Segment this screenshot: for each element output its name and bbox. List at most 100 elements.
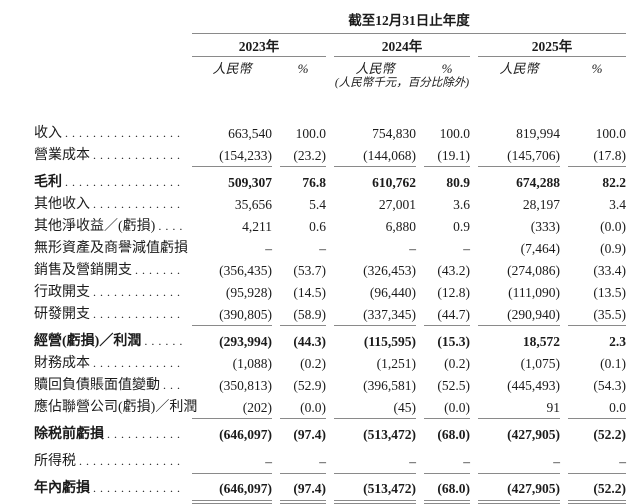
value-cell: (350,813) <box>219 377 272 393</box>
dot-leader <box>93 356 184 371</box>
value-cell: (111,090) <box>508 284 560 300</box>
row-label-cell: 其他淨收益／(虧損) <box>34 215 184 237</box>
value-cell: (44.3) <box>293 333 326 349</box>
value-cell: 754,830 <box>372 125 416 141</box>
dot-leader <box>144 334 184 349</box>
value-cell: 3.4 <box>609 196 627 212</box>
table-row: 其他收入 35,656 5.4 27,001 3.6 28,197 3.4 <box>34 193 626 215</box>
value-cell: 0.6 <box>309 218 326 234</box>
value-cell: (356,435) <box>219 262 272 278</box>
single-rule-row <box>34 166 627 171</box>
table-row: 除税前虧損 (646,097) (97.4) (513,472) (68.0) (427,… <box>34 423 626 445</box>
value-cell: (0.2) <box>444 355 470 371</box>
rule-segment <box>334 418 416 423</box>
value-cell: (58.9) <box>293 306 326 322</box>
table-body: 收入 663,540 100.0 754,830 100.0 819,994 100.0 營業… <box>34 122 627 504</box>
table-row: 應佔聯營公司(虧損)／利潤 (202) (0.0) (45) (0.0) 91 0.0 <box>34 396 626 418</box>
rule-segment <box>280 418 326 423</box>
row-label-cell: 應佔聯營公司(虧損)／利潤 <box>34 396 197 418</box>
rule-segment <box>280 472 326 478</box>
value-cell: (0.0) <box>300 399 326 415</box>
value-cell: – <box>463 240 470 256</box>
value-cell: – <box>463 454 470 469</box>
value-cell: 5.4 <box>309 196 326 212</box>
value-cell: 819,994 <box>516 125 560 141</box>
value-cell: – <box>265 240 272 256</box>
dot-leader <box>65 175 184 190</box>
row-label-cell: 所得税 <box>34 445 184 473</box>
rule-segment <box>424 472 470 478</box>
dot-leader <box>93 197 184 212</box>
dot-leader <box>135 263 184 278</box>
column-header-row: 人民幣 % 人民幣 % 人民幣 % <box>34 57 626 76</box>
rule-segment <box>192 166 272 171</box>
value-cell: – <box>265 454 272 469</box>
value-cell: 6,880 <box>385 218 416 234</box>
row-label-cell: 經營(虧損)／利潤 <box>34 330 184 352</box>
value-cell: 18,572 <box>522 333 560 349</box>
table-row: 其他淨收益／(虧損) 4,211 0.6 6,880 0.9 (333) (0.0) <box>34 215 626 237</box>
rule-segment <box>568 472 627 478</box>
row-label: 毛利 <box>34 174 62 190</box>
table-row: 所得税 – – – – – – <box>34 445 626 473</box>
value-cell: – <box>619 454 627 469</box>
row-label: 其他收入 <box>34 196 90 212</box>
value-cell: (144,068) <box>363 147 416 163</box>
row-label: 年內虧損 <box>34 481 90 496</box>
year-header-2023: 2023年 <box>192 34 326 57</box>
value-cell: (154,233) <box>219 147 272 163</box>
value-cell: (43.2) <box>437 262 470 278</box>
row-label-cell: 收入 <box>34 122 184 144</box>
value-cell: (17.8) <box>593 147 627 163</box>
rule-segment <box>334 472 416 478</box>
dot-leader <box>158 219 184 234</box>
value-cell: (0.0) <box>600 218 627 234</box>
rule-segment <box>192 418 272 423</box>
value-cell: 509,307 <box>228 174 272 190</box>
value-cell: (0.9) <box>600 240 627 256</box>
dot-leader <box>93 481 184 496</box>
value-cell: (333) <box>530 218 560 234</box>
dot-leader <box>93 307 184 322</box>
value-cell: (12.8) <box>437 284 470 300</box>
value-cell: (293,994) <box>219 333 272 349</box>
row-label: 研發開支 <box>34 306 90 322</box>
value-cell: (97.4) <box>293 481 326 496</box>
row-label: 經營(虧損)／利潤 <box>34 333 142 349</box>
value-cell: – <box>409 454 416 469</box>
row-label-cell: 贖回負債賬面值變動 <box>34 374 184 396</box>
percent-header-2024: % <box>441 61 453 76</box>
value-cell: (445,493) <box>507 377 560 393</box>
rule-spacer <box>34 500 184 504</box>
percent-header-2023: % <box>297 61 309 76</box>
single-rule-row <box>34 325 627 330</box>
value-cell: (33.4) <box>593 262 627 278</box>
table-row: 經營(虧損)／利潤 (293,994) (44.3) (115,595) (15.3) 1… <box>34 330 626 352</box>
single-rule-row <box>34 418 627 423</box>
table-row: 年內虧損 (646,097) (97.4) (513,472) (68.0) (427,9… <box>34 478 626 500</box>
rule-segment <box>334 325 416 330</box>
value-cell: (646,097) <box>219 481 272 496</box>
value-cell: (290,940) <box>507 306 560 322</box>
table-row: 營業成本 (154,233) (23.2) (144,068) (19.1) (145,7… <box>34 144 626 166</box>
value-cell: (390,805) <box>219 306 272 322</box>
value-cell: (15.3) <box>437 333 470 349</box>
header-spacer <box>192 76 326 122</box>
rule-segment <box>568 325 627 330</box>
value-cell: (1,088) <box>232 355 272 371</box>
table-row: 毛利 509,307 76.8 610,762 80.9 674,288 82.2 <box>34 171 626 193</box>
value-cell: (52.2) <box>593 426 627 442</box>
value-cell: (52.5) <box>437 377 470 393</box>
value-cell: (1,075) <box>520 355 560 371</box>
row-label: 除税前虧損 <box>34 426 104 442</box>
single-rule-row <box>34 472 627 478</box>
value-cell: 2.3 <box>609 333 627 349</box>
rule-segment <box>478 325 560 330</box>
value-cell: (326,453) <box>363 262 416 278</box>
value-cell: (68.0) <box>437 481 470 496</box>
row-label-cell: 毛利 <box>34 171 184 193</box>
value-cell: (44.7) <box>437 306 470 322</box>
unit-note: (人民幣千元，百分比除外) <box>334 77 470 89</box>
dot-leader <box>79 454 184 469</box>
rule-segment <box>568 418 627 423</box>
